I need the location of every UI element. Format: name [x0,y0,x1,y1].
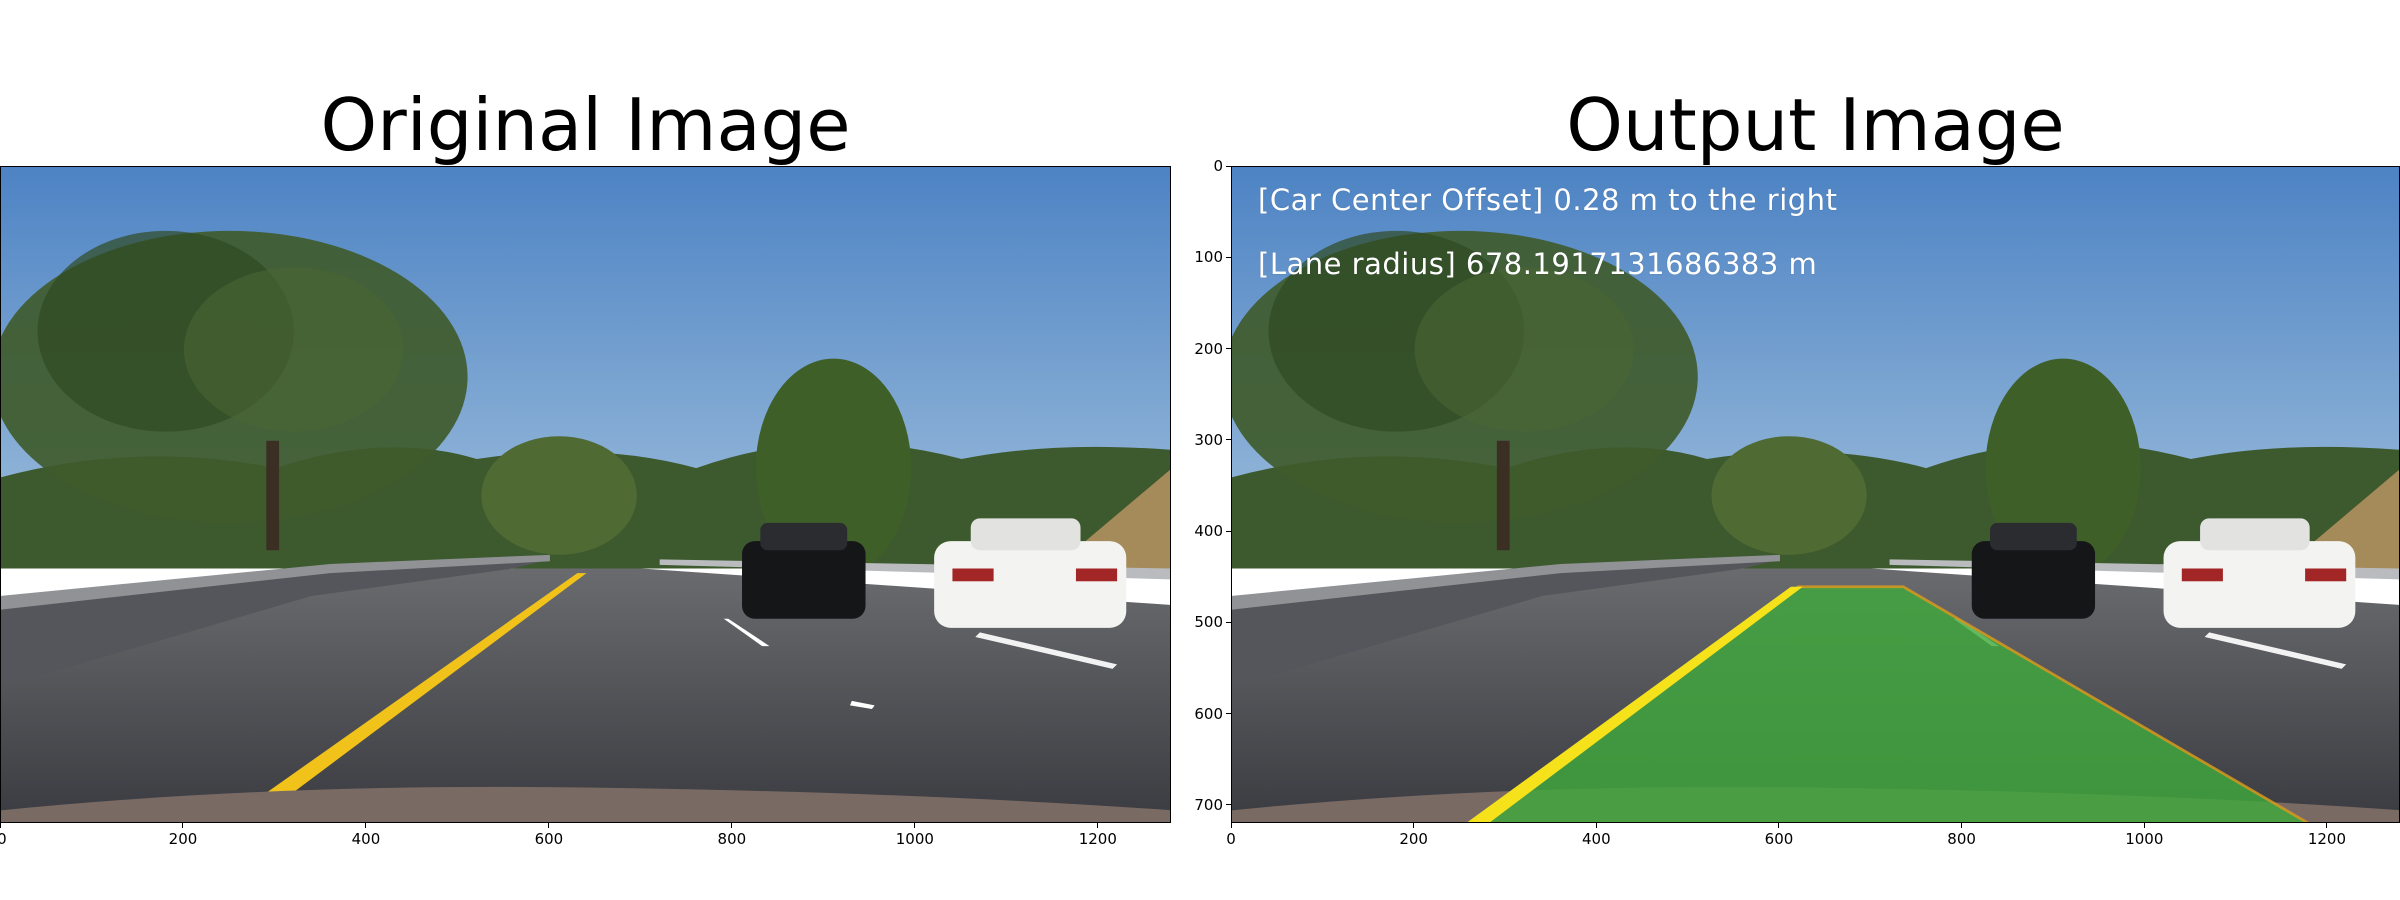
x-tick-mark [1413,823,1415,828]
original-image [0,166,1171,823]
x-tick-label: 400 [1581,830,1611,848]
x-tick-label: 600 [1764,830,1794,848]
x-tick-mark [914,823,916,828]
x-tick-label: 0 [0,830,7,848]
x-tick-mark [2326,823,2328,828]
car-center-offset-text: [Car Center Offset] 0.28 m to the right [1258,183,1838,217]
y-tick-label: 700 [1194,795,1223,814]
x-tick-mark [182,823,184,828]
y-tick-label: 600 [1194,704,1223,723]
output-image-title: Output Image [1566,83,2065,167]
x-tick-label: 1200 [1078,830,1117,848]
original-road-scene [1,167,1170,822]
y-tick-mark [1226,439,1231,441]
y-tick-mark [1226,165,1231,167]
original-image-title: Original Image [320,83,851,167]
left-lane-line [1467,586,1803,822]
y-tick-mark [1226,713,1231,714]
x-tick-label: 200 [1399,830,1428,848]
output-road-scene [1232,167,2399,822]
y-tick-label: 400 [1194,522,1223,540]
y-tick-mark [1226,530,1231,532]
x-tick-mark [1097,823,1099,828]
y-tick-label: 0 [1213,157,1223,175]
x-tick-mark [365,823,367,828]
x-tick-mark [0,823,1,828]
x-tick-label: 1200 [2307,830,2347,848]
x-tick-mark [1778,823,1780,828]
y-tick-label: 300 [1194,430,1223,449]
lane-area-overlay [1476,586,2307,822]
x-tick-mark [2143,823,2145,828]
lane-radius-text: [Lane radius] 678.1917131686383 m [1258,247,1818,281]
x-tick-label: 400 [351,830,381,848]
y-tick-mark [1226,804,1231,806]
x-tick-label: 1000 [2125,830,2164,848]
y-tick-label: 100 [1194,248,1223,267]
x-tick-mark [1595,823,1597,828]
x-tick-label: 0 [1226,830,1236,848]
x-tick-mark [1230,823,1232,828]
output-image: [Car Center Offset] 0.28 m to the right … [1231,166,2400,823]
x-tick-mark [731,823,733,828]
y-tick-mark [1226,256,1231,258]
y-tick-mark [1226,621,1231,623]
x-tick-mark [1961,823,1963,828]
x-tick-mark [548,823,550,828]
x-tick-label: 800 [717,830,747,848]
x-tick-label: 800 [1947,830,1976,848]
x-tick-label: 1000 [895,830,934,848]
x-tick-label: 600 [534,830,564,848]
y-tick-label: 200 [1194,339,1223,358]
x-tick-label: 200 [168,830,198,848]
y-tick-label: 500 [1194,613,1223,632]
y-tick-mark [1226,348,1231,349]
